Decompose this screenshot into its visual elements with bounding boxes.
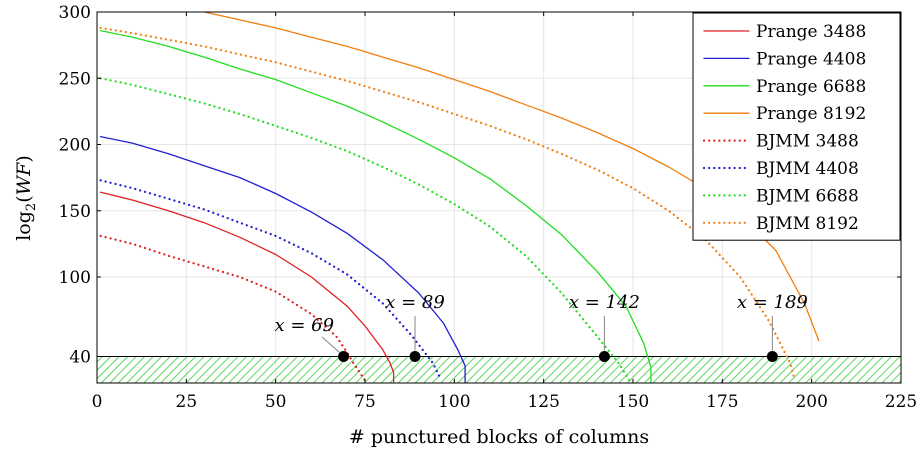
- series-line-2: [99, 29, 652, 383]
- legend-label: BJMM 6688: [756, 186, 859, 206]
- marker-group: [338, 351, 778, 362]
- annotation-label: x = 142: [569, 292, 640, 313]
- x-tick-label: 50: [265, 392, 287, 412]
- y-axis-label: log2(WF): [13, 155, 39, 241]
- annotation-group: x = 69 x = 89 x = 142 x = 189: [274, 292, 808, 353]
- legend-label: BJMM 4408: [756, 159, 859, 179]
- y-tick-label: 300: [59, 3, 91, 23]
- legend-label: Prange 8192: [756, 104, 866, 124]
- series-group: [99, 12, 820, 383]
- x-tick-label: 200: [795, 392, 827, 412]
- y-tick-label: 200: [59, 136, 91, 156]
- legend-label: BJMM 3488: [756, 132, 859, 152]
- threshold-hatch: [97, 356, 901, 383]
- annotation-leader: [321, 336, 340, 353]
- annotation-label: x = 89: [385, 292, 445, 313]
- x-tick-label: 100: [438, 392, 470, 412]
- legend-label: BJMM 8192: [756, 214, 859, 234]
- data-point: [598, 351, 610, 362]
- legend-label: Prange 6688: [756, 77, 866, 97]
- y-tick-label: 40: [69, 348, 91, 368]
- series-line-6: [99, 77, 631, 382]
- y-tick-label: 100: [59, 268, 91, 288]
- plot-frame: [96, 11, 902, 384]
- series-line-1: [99, 135, 466, 383]
- series-line-0: [99, 191, 395, 383]
- legend-label: Prange 4408: [756, 49, 866, 69]
- y-tick-label: 150: [59, 202, 91, 222]
- x-tick-label: 125: [527, 392, 559, 412]
- annotation-label: x = 189: [737, 292, 808, 313]
- series-line-7: [99, 26, 795, 378]
- axis-ticks: 0 25 50 75 100 125 150 175 200 225 40 100 150 200 250 3…: [59, 3, 918, 412]
- legend: Prange 3488 Prange 4408 Prange 6688 Prange …: [692, 12, 901, 241]
- y-tick-label: 250: [59, 69, 91, 89]
- data-point: [766, 351, 778, 362]
- x-tick-label: 175: [706, 392, 738, 412]
- x-tick-label: 150: [617, 392, 649, 412]
- threshold-region: [97, 356, 901, 383]
- x-tick-label: 225: [885, 392, 917, 412]
- series-line-4: [99, 234, 367, 382]
- x-axis-label: # punctured blocks of columns: [349, 426, 649, 448]
- data-point: [338, 351, 350, 362]
- data-point: [409, 351, 421, 362]
- legend-label: Prange 3488: [756, 22, 866, 42]
- legend-box: [692, 12, 901, 241]
- x-tick-label: 0: [92, 392, 103, 412]
- annotation-label: x = 69: [274, 315, 334, 336]
- x-tick-label: 75: [354, 392, 376, 412]
- series-line-5: [99, 179, 442, 379]
- x-tick-label: 25: [176, 392, 198, 412]
